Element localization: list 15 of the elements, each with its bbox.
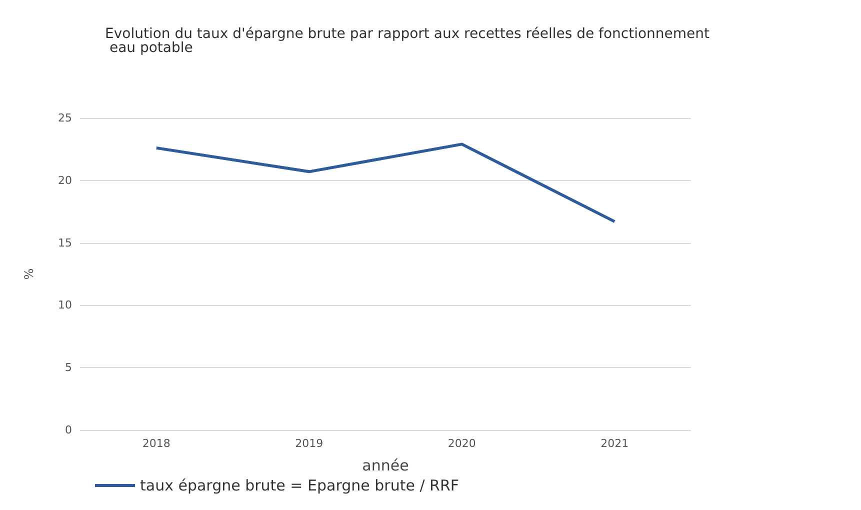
x-tick-label: 2019 <box>295 437 324 450</box>
chart-title: Evolution du taux d'épargne brute par rapport aux recettes réelles de fonctionnement eau potable <box>105 26 710 56</box>
legend-label: taux épargne brute = Epargne brute / RRF <box>140 476 459 494</box>
y-tick-label: 25 <box>58 112 72 124</box>
y-axis-title: % <box>22 268 36 280</box>
x-tick-label: 2021 <box>600 437 629 450</box>
y-tick-label: 0 <box>65 424 72 436</box>
y-tick-label: 15 <box>58 236 72 250</box>
line-series <box>154 142 616 224</box>
y-tick-label: 20 <box>58 174 72 187</box>
y-tick-label: 10 <box>58 298 72 312</box>
x-tick-label: 2018 <box>142 437 170 450</box>
y-tick-label: 5 <box>65 361 72 374</box>
x-tick-label: 2020 <box>448 437 476 450</box>
x-axis-title: année <box>362 456 409 474</box>
